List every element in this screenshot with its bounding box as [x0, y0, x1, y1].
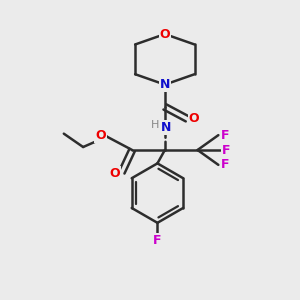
Text: F: F [220, 158, 229, 171]
Text: N: N [161, 121, 172, 134]
Text: F: F [220, 129, 229, 142]
Text: O: O [109, 167, 120, 180]
Text: F: F [153, 234, 162, 247]
Text: O: O [188, 112, 199, 125]
Text: N: N [160, 78, 170, 91]
Text: O: O [160, 28, 170, 40]
Text: H: H [151, 120, 160, 130]
Text: F: F [222, 143, 231, 157]
Text: O: O [95, 129, 106, 142]
